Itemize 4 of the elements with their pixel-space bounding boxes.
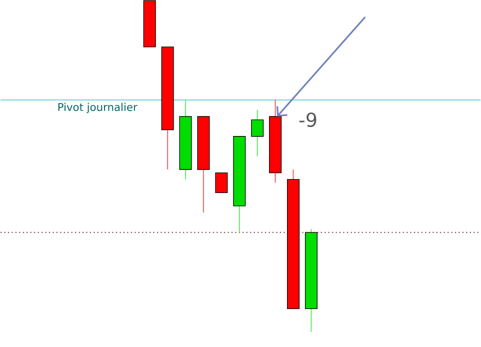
- ref-line-label: Pivot journalier: [58, 102, 138, 114]
- candlestick: [251, 109, 264, 157]
- candlestick: [215, 172, 228, 194]
- annotation: -9: [299, 112, 316, 128]
